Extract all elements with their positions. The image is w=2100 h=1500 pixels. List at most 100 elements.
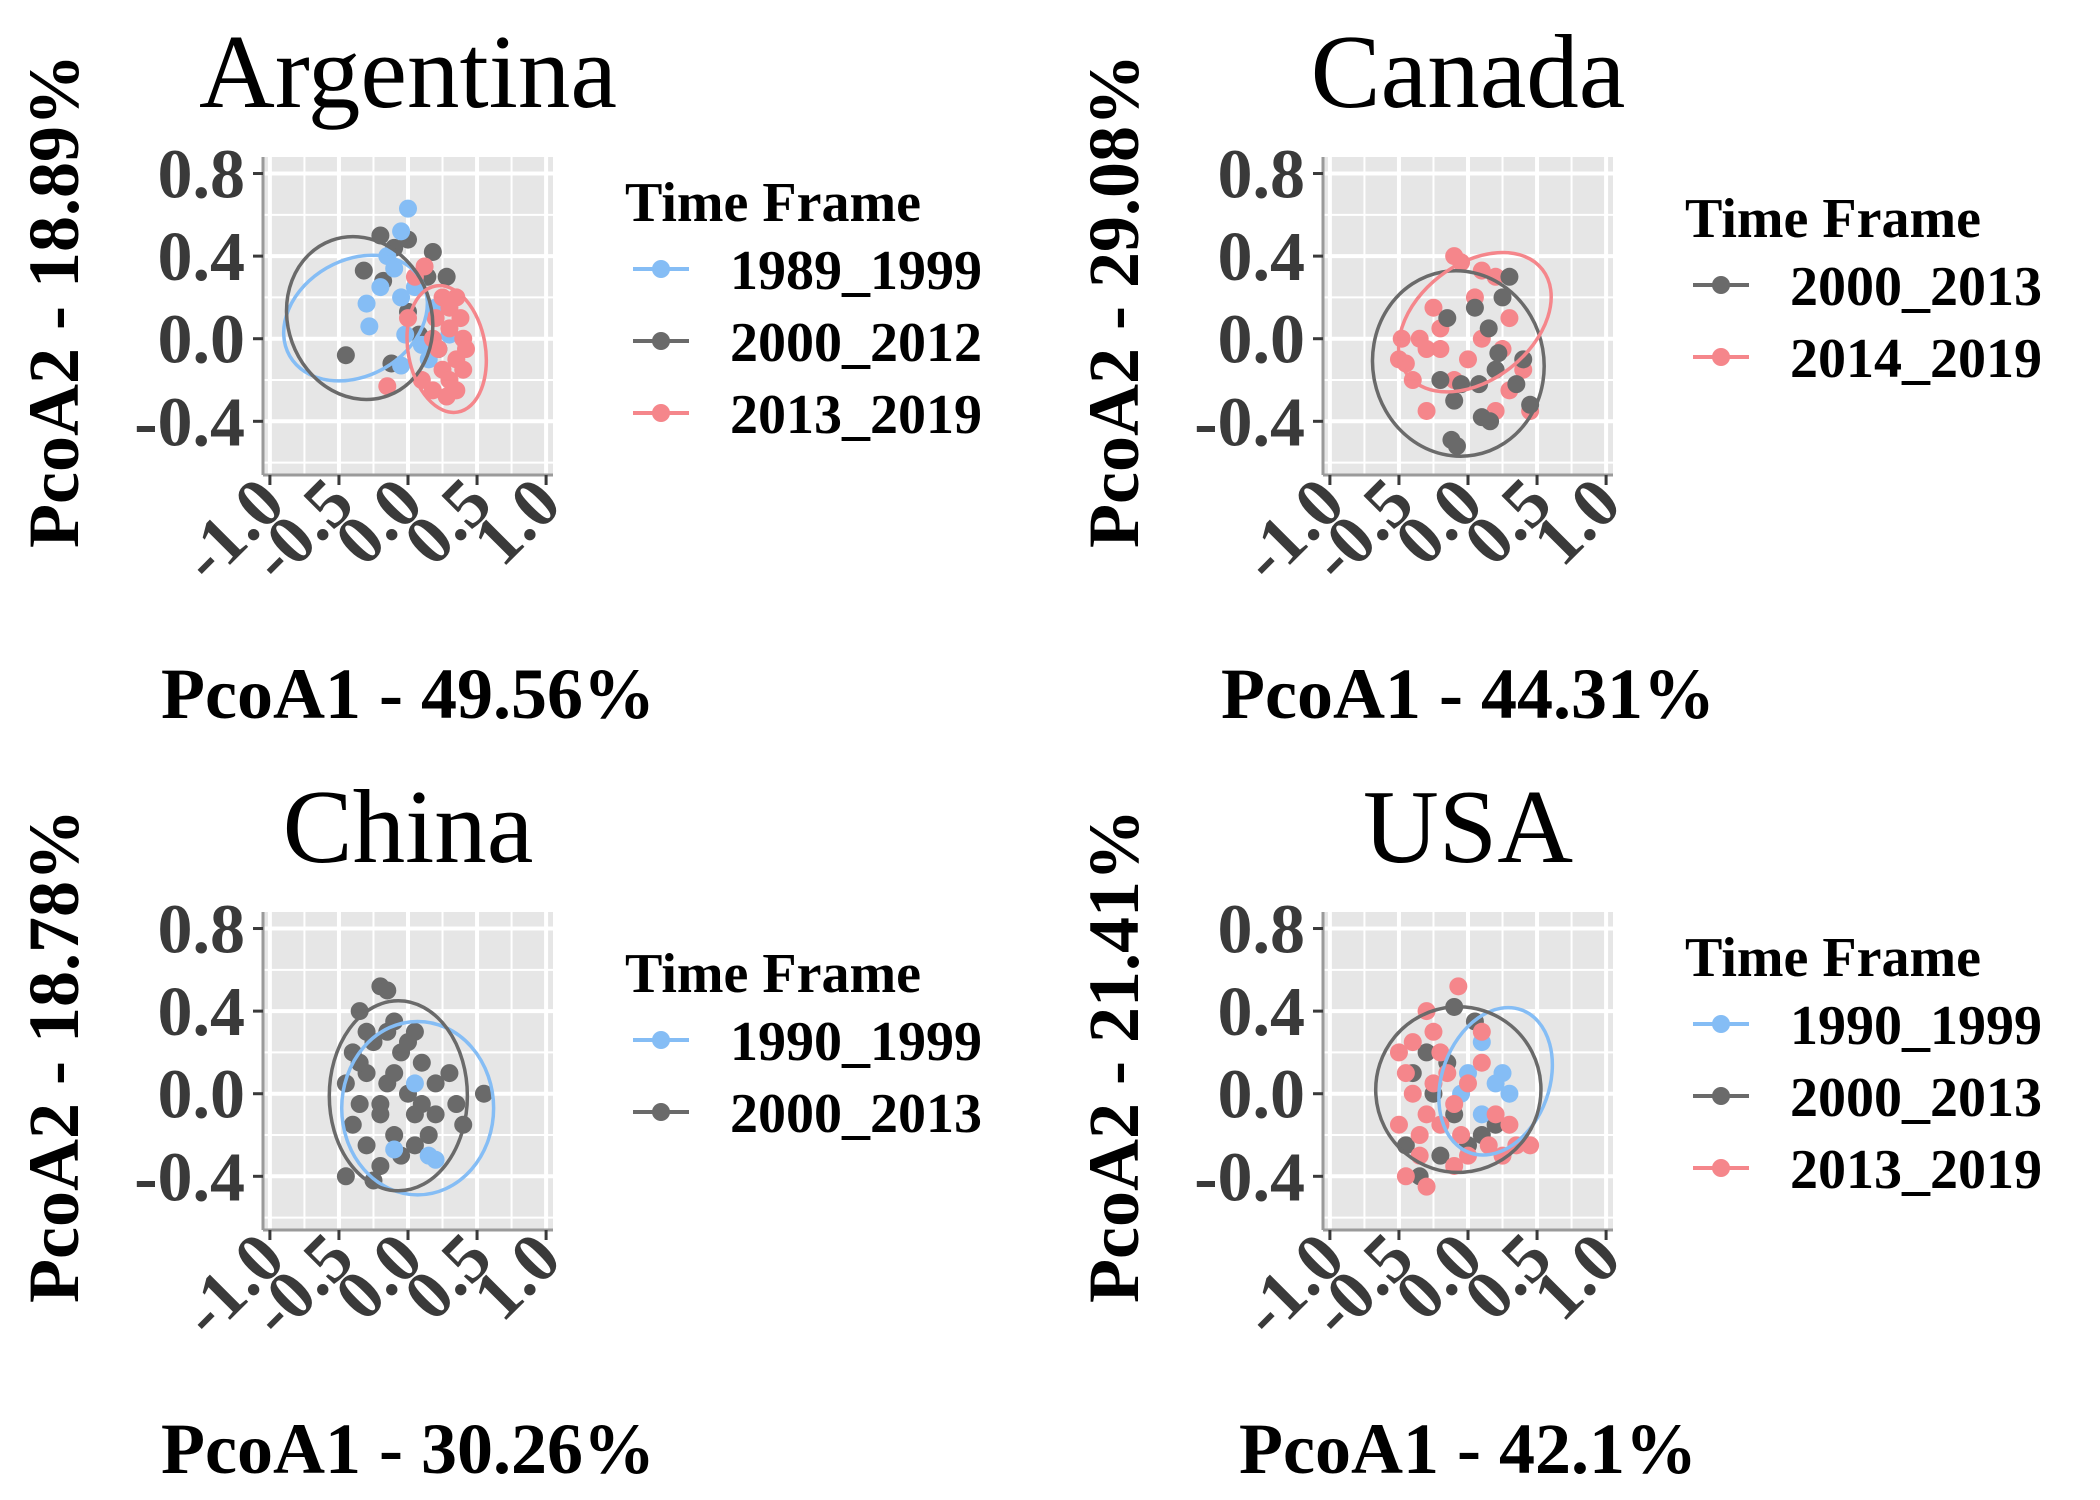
legend-key-point	[1712, 1087, 1730, 1105]
confidence-ellipse-2014_2019	[1396, 250, 1553, 394]
y-axis-title: PcoA2 - 18.89%	[14, 54, 94, 548]
chart-title: Canada	[1311, 13, 1626, 130]
data-point	[423, 242, 442, 261]
data-point	[1521, 1136, 1540, 1155]
data-layer	[327, 977, 496, 1197]
data-point	[1514, 350, 1533, 369]
data-point	[426, 1074, 445, 1093]
data-point	[1442, 430, 1461, 449]
data-point	[419, 1126, 438, 1145]
data-point	[1459, 1074, 1477, 1093]
data-point	[1481, 412, 1500, 431]
panel-argentina: -0.40.00.40.8-1.0-0.50.00.51.0ArgentinaP…	[14, 13, 982, 734]
data-point	[1472, 1022, 1491, 1041]
data-point	[447, 1095, 466, 1114]
data-point	[1465, 298, 1484, 317]
y-tick-label: 0.4	[158, 974, 246, 1051]
legend-title: Time Frame	[1685, 927, 1981, 989]
legend-item-2000_2013: 2000_2013	[1693, 256, 2042, 318]
legend-key-point	[1712, 1015, 1730, 1033]
data-point	[360, 317, 379, 336]
data-point	[1472, 1105, 1491, 1124]
x-axis-title: PcoA1 - 30.26%	[161, 1409, 655, 1489]
series-2013_2019	[378, 257, 475, 406]
chart-title: Argentina	[199, 13, 617, 130]
data-point	[415, 257, 434, 276]
data-point	[1389, 1043, 1408, 1062]
data-point	[457, 340, 475, 359]
data-point	[1493, 288, 1512, 307]
data-point	[1403, 1033, 1422, 1052]
y-tick-label: 0.0	[158, 1057, 246, 1134]
data-point	[1449, 977, 1468, 996]
legend-title: Time Frame	[625, 172, 921, 234]
data-point	[1445, 1095, 1464, 1114]
panel-china: -0.40.00.40.8-1.0-0.50.00.51.0ChinaPcoA1…	[14, 768, 982, 1489]
data-point	[371, 1156, 390, 1175]
data-point	[385, 1064, 404, 1083]
data-point	[354, 261, 373, 280]
y-tick-label: 0.0	[1218, 302, 1306, 379]
legend-label: 2000_2013	[1790, 256, 2042, 318]
y-tick-label: 0.4	[1218, 974, 1306, 1051]
legend-item-1989_1999: 1989_1999	[633, 240, 982, 302]
data-point	[371, 278, 390, 297]
confidence-ellipse-2000_2013	[327, 999, 470, 1193]
legend-label: 1989_1999	[730, 240, 982, 302]
data-point	[1431, 1043, 1450, 1062]
data-point	[1431, 340, 1450, 359]
confidence-ellipse-1990_1999	[339, 1019, 496, 1197]
legend-item-2000_2013: 2000_2013	[633, 1083, 982, 1145]
legend-item-1990_1999: 1990_1999	[1693, 995, 2042, 1057]
x-axis-title: PcoA1 - 44.31%	[1221, 654, 1715, 734]
legend-item-2013_2019: 2013_2019	[1693, 1139, 2042, 1201]
y-axis-title: PcoA2 - 29.08%	[1074, 54, 1154, 548]
data-point	[336, 1167, 355, 1186]
data-point	[385, 1140, 404, 1159]
data-point	[385, 1126, 404, 1145]
data-layer	[281, 199, 489, 415]
legend-key-point	[1712, 348, 1730, 366]
y-tick-label: 0.4	[1218, 219, 1306, 296]
data-point	[385, 259, 404, 278]
data-point	[412, 1095, 431, 1114]
confidence-ellipse-1990_1999	[1437, 1005, 1555, 1157]
data-point	[412, 1053, 431, 1072]
data-point	[350, 1095, 369, 1114]
data-point	[426, 1150, 445, 1169]
legend-key-point	[652, 332, 670, 350]
chart-title: China	[283, 768, 534, 885]
confidence-ellipse-2000_2012	[284, 234, 435, 402]
data-point	[1500, 1115, 1519, 1134]
x-axis-title: PcoA1 - 42.1%	[1239, 1409, 1697, 1489]
series-2000_2013	[1431, 267, 1540, 456]
data-point	[1445, 391, 1464, 410]
legend-item-2000_2012: 2000_2012	[633, 312, 982, 374]
data-point	[1486, 1105, 1505, 1124]
y-tick-label: -0.4	[134, 1139, 245, 1216]
data-point	[1500, 267, 1519, 286]
data-point	[1417, 340, 1436, 359]
legend-item-1990_1999: 1990_1999	[633, 1011, 982, 1073]
legend-label: 2000_2013	[730, 1083, 982, 1145]
data-point	[1403, 1084, 1422, 1103]
data-point	[392, 288, 411, 307]
y-axis-title: PcoA2 - 21.41%	[1074, 809, 1154, 1303]
legend-key-point	[652, 404, 670, 422]
confidence-ellipse-2013_2019	[405, 283, 489, 415]
chart-title: USA	[1363, 768, 1573, 885]
y-tick-label: 0.0	[158, 302, 246, 379]
panel-canada: -0.40.00.40.8-1.0-0.50.00.51.0CanadaPcoA…	[1074, 13, 2042, 734]
legend-label: 2000_2013	[1790, 1067, 2042, 1129]
data-point	[392, 222, 411, 241]
data-point	[1500, 309, 1519, 328]
data-point	[336, 346, 355, 365]
confidence-ellipse-2000_2013	[1370, 269, 1546, 458]
data-point	[426, 309, 445, 328]
data-point	[1507, 375, 1526, 394]
data-point	[1438, 309, 1457, 328]
data-point	[1479, 319, 1498, 338]
data-point	[1500, 1084, 1519, 1103]
legend-title: Time Frame	[625, 943, 921, 1005]
